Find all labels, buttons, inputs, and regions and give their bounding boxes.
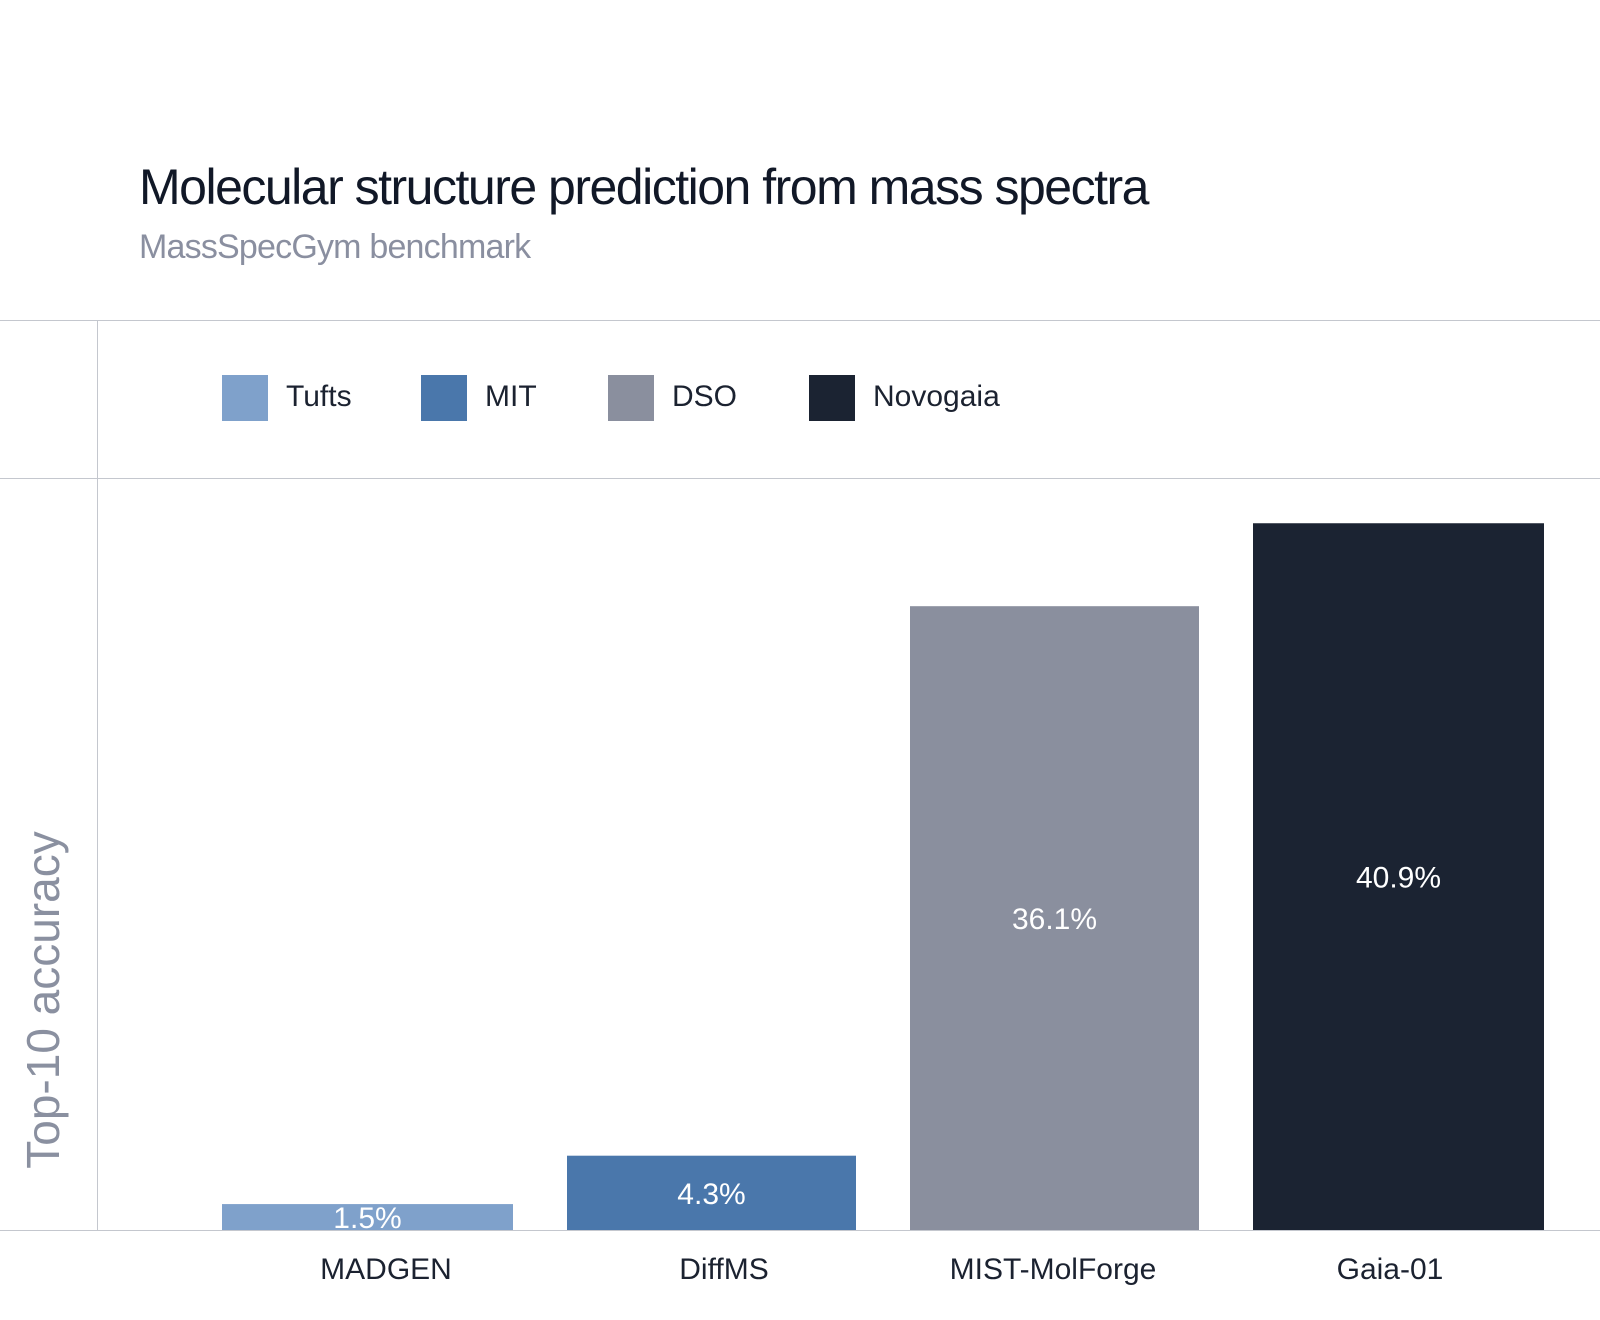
x-tick-label: MIST-MolForge — [950, 1253, 1157, 1286]
data-label: 36.1% — [1012, 903, 1097, 936]
data-label: 40.9% — [1356, 862, 1441, 895]
legend-label-novogaia: Novogaia — [873, 380, 1000, 413]
bar-madgen — [222, 1204, 513, 1230]
x-axis-line — [0, 1230, 1600, 1231]
legend-label-dso: DSO — [672, 380, 738, 413]
legend-swatch-dso — [608, 375, 654, 421]
legend-label-tufts: Tufts — [286, 380, 352, 413]
data-label: 4.3% — [677, 1178, 745, 1211]
chart-title: Molecular structure prediction from mass… — [139, 159, 1149, 215]
y-axis-line — [97, 320, 98, 1230]
x-tick-label: DiffMS — [679, 1253, 768, 1286]
x-tick-label: Gaia-01 — [1337, 1253, 1444, 1286]
bar-gaia-01 — [1253, 523, 1544, 1230]
legend-swatch-tufts — [222, 375, 268, 421]
data-label: 1.5% — [333, 1202, 401, 1235]
chart-subtitle: MassSpecGym benchmark — [139, 228, 531, 266]
legend-label-mit: MIT — [485, 380, 537, 413]
legend-swatch-novogaia — [809, 375, 855, 421]
legend-swatch-mit — [421, 375, 467, 421]
bar-diffms — [567, 1155, 856, 1230]
bar-mist-molforge — [910, 606, 1199, 1230]
x-tick-label: MADGEN — [320, 1253, 452, 1286]
divider-top — [0, 320, 1600, 321]
divider-legend — [0, 478, 1600, 479]
